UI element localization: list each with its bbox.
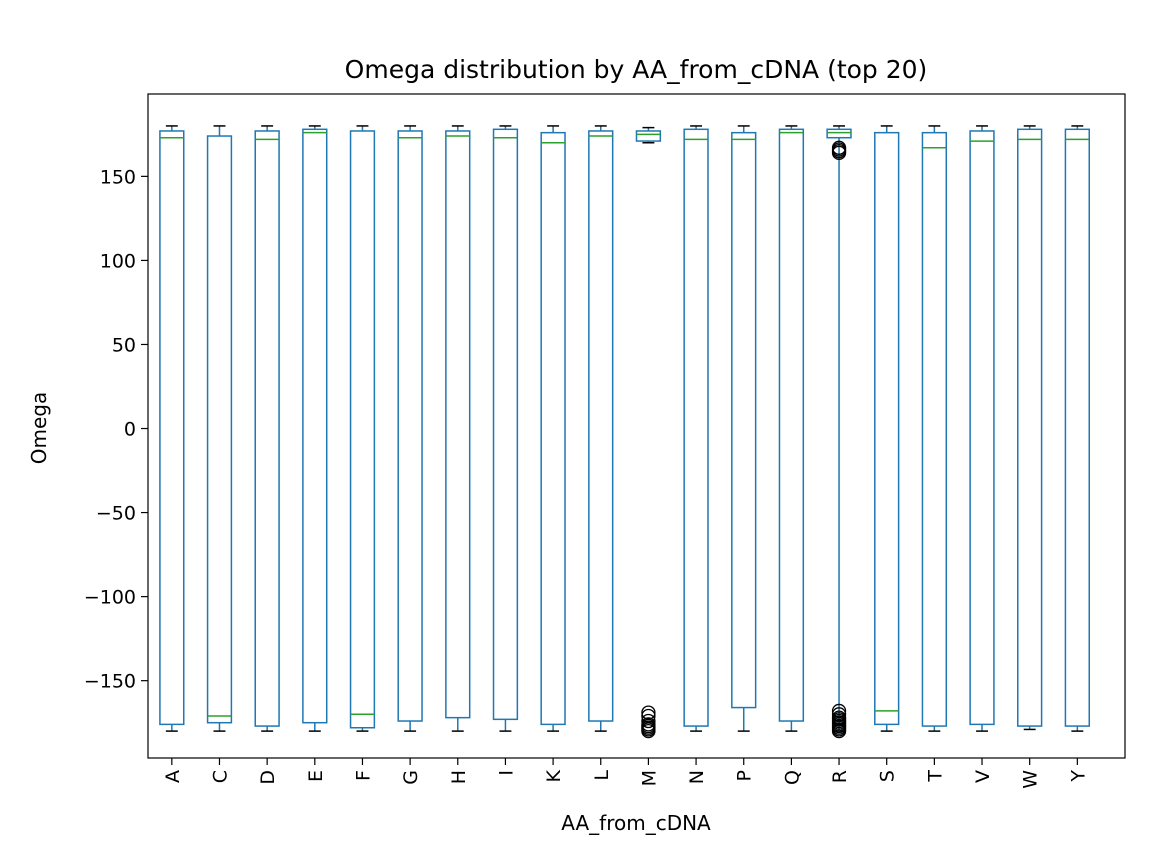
box-group-V — [969, 125, 995, 732]
box-group-K — [540, 125, 566, 732]
box-iqr — [206, 135, 233, 724]
box-group-M — [635, 126, 662, 739]
box-iqr — [302, 128, 328, 724]
box-iqr — [778, 128, 805, 722]
y-axis-label: Omega — [27, 392, 51, 464]
outlier-point — [641, 723, 656, 739]
x-tick-label: F — [352, 770, 374, 781]
box-iqr — [349, 130, 376, 729]
x-tick-label: P — [734, 770, 756, 781]
chart-title: Omega distribution by AA_from_cDNA (top … — [345, 55, 928, 84]
x-tick-label: M — [638, 770, 660, 786]
plot-area — [159, 125, 1091, 739]
box-group-D — [254, 125, 280, 732]
box-iqr — [874, 131, 900, 726]
x-tick-label: V — [972, 770, 994, 783]
box-iqr — [635, 130, 662, 142]
box-group-F — [349, 125, 376, 732]
box-group-A — [159, 125, 185, 732]
box-group-C — [206, 125, 233, 732]
y-tick-label: 0 — [124, 419, 136, 441]
x-tick-label: T — [924, 770, 946, 783]
box-iqr — [683, 128, 709, 727]
axes-frame — [147, 93, 1126, 759]
x-tick-label: E — [305, 770, 327, 782]
box-iqr — [1064, 128, 1091, 727]
box-group-W — [1017, 125, 1043, 731]
y-tick-label: 50 — [112, 334, 136, 356]
box-group-I — [492, 125, 519, 732]
outlier-point — [831, 145, 847, 160]
box-group-P — [731, 125, 757, 732]
box-iqr — [826, 128, 852, 139]
box-group-R — [826, 125, 852, 739]
y-tick-label: −50 — [96, 503, 136, 525]
x-tick-label: H — [448, 770, 470, 784]
x-tick-label: Q — [781, 770, 803, 785]
outlier-point — [641, 713, 656, 729]
x-tick-label: D — [257, 770, 279, 785]
box-group-Q — [778, 125, 805, 732]
box-group-Y — [1064, 125, 1091, 732]
box-iqr — [731, 131, 757, 709]
box-iqr — [921, 131, 948, 727]
y-tick-label: 150 — [100, 166, 136, 188]
x-tick-label: Y — [1067, 770, 1089, 783]
box-iqr — [588, 130, 614, 722]
box-group-N — [683, 125, 709, 732]
box-group-S — [874, 125, 900, 732]
box-iqr — [159, 130, 185, 726]
y-tick-label: −150 — [84, 671, 136, 693]
box-iqr — [254, 130, 280, 727]
box-group-L — [588, 125, 614, 732]
box-iqr — [540, 131, 566, 726]
box-group-H — [445, 125, 471, 732]
box-iqr — [445, 130, 471, 719]
box-group-T — [921, 125, 948, 732]
box-group-E — [302, 125, 328, 732]
box-iqr — [1017, 128, 1043, 727]
y-tick-label: −100 — [84, 587, 136, 609]
box-group-G — [397, 125, 423, 732]
x-tick-label: C — [209, 770, 231, 783]
x-tick-label: K — [543, 769, 565, 782]
y-tick-label: 100 — [100, 250, 136, 272]
box-iqr — [397, 130, 423, 722]
box-iqr — [492, 128, 519, 721]
y-axis: −150 −100 −50 0 50 100 150 — [84, 166, 148, 693]
x-tick-label: N — [686, 770, 708, 784]
x-tick-label: G — [400, 770, 422, 785]
x-tick-label: L — [591, 770, 613, 781]
x-tick-label: R — [829, 770, 851, 783]
x-tick-label: S — [877, 770, 899, 782]
box-iqr — [969, 130, 995, 726]
x-tick-label: A — [162, 770, 184, 783]
outlier-point — [831, 723, 847, 739]
x-tick-label: I — [495, 770, 517, 776]
x-tick-label: W — [1020, 770, 1042, 789]
x-axis-label: AA_from_cDNA — [561, 811, 711, 835]
